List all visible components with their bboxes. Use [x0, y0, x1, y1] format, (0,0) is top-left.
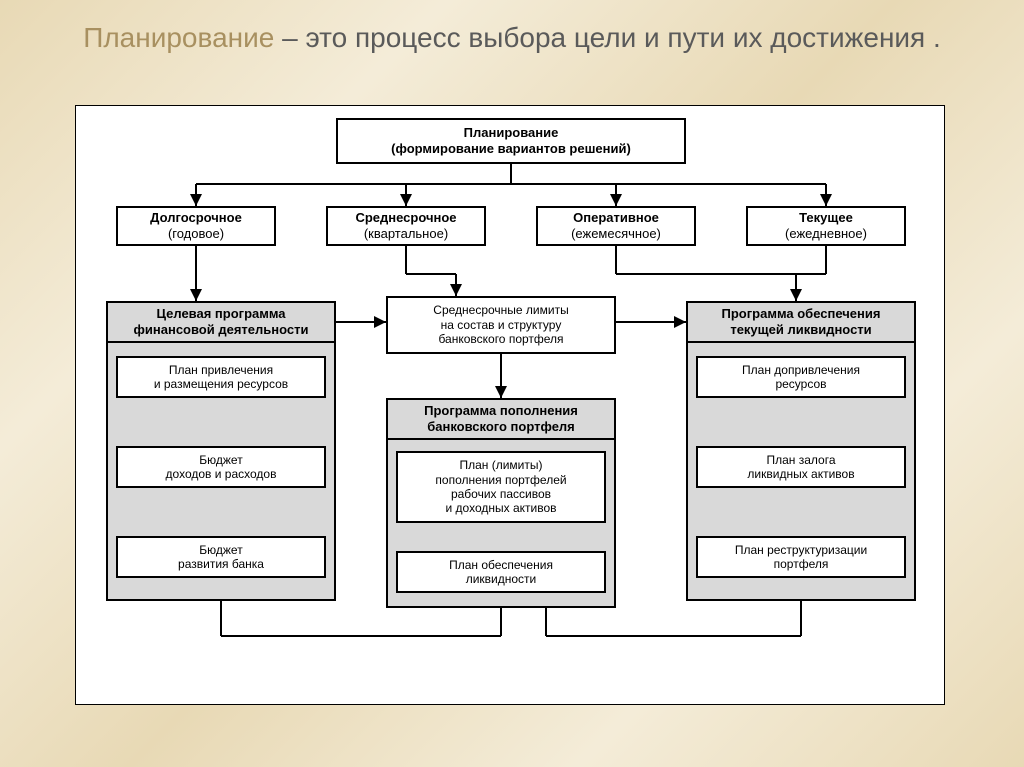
node-root-l2: (формирование вариантов решений)	[391, 141, 631, 157]
node-level1-b: Среднесрочное (квартальное)	[326, 206, 486, 246]
node-colC-r3: План реструктуризации портфеля	[696, 536, 906, 578]
colA-hdr-l2: финансовой деятельности	[134, 322, 309, 338]
page-title: Планирование – это процесс выбора цели и…	[0, 0, 1024, 66]
colA-r2-l2: доходов и расходов	[166, 467, 277, 481]
l1c-l1: Оперативное	[573, 210, 659, 226]
node-colA-r3: Бюджет развития банка	[116, 536, 326, 578]
colC-r3-l1: План реструктуризации	[735, 543, 867, 557]
colB-top-l3: банковского портфеля	[438, 332, 563, 346]
node-colA-r1: План привлечения и размещения ресурсов	[116, 356, 326, 398]
colC-r2-l1: План залога	[766, 453, 835, 467]
l1d-l2: (ежедневное)	[785, 226, 867, 242]
l1a-l1: Долгосрочное	[150, 210, 242, 226]
colB-top-l1: Среднесрочные лимиты	[433, 303, 568, 317]
title-rest: – это процесс выбора цели и пути их дост…	[274, 22, 940, 53]
colB-r1-l1: План (лимиты)	[459, 458, 542, 472]
l1b-l2: (квартальное)	[364, 226, 448, 242]
colA-hdr-l1: Целевая программа	[156, 306, 285, 322]
colC-r2-l2: ликвидных активов	[747, 467, 854, 481]
colB-r2-l2: ликвидности	[466, 572, 537, 586]
l1b-l1: Среднесрочное	[355, 210, 456, 226]
colC-r3-l2: портфеля	[774, 557, 829, 571]
node-colA-hdr: Целевая программа финансовой деятельност…	[106, 301, 336, 343]
colB-hdr-l2: банковского портфеля	[427, 419, 575, 435]
node-root: Планирование (формирование вариантов реш…	[336, 118, 686, 164]
l1d-l1: Текущее	[799, 210, 853, 226]
title-keyword: Планирование	[83, 22, 274, 53]
colC-r1-l1: План допривлечения	[742, 363, 860, 377]
diagram-frame: Планирование (формирование вариантов реш…	[75, 105, 945, 705]
colA-r2-l1: Бюджет	[199, 453, 242, 467]
colA-r1-l1: План привлечения	[169, 363, 273, 377]
node-level1-d: Текущее (ежедневное)	[746, 206, 906, 246]
node-colC-hdr: Программа обеспечения текущей ликвидност…	[686, 301, 916, 343]
colC-hdr-l2: текущей ликвидности	[730, 322, 871, 338]
l1a-l2: (годовое)	[168, 226, 224, 242]
node-colB-r2: План обеспечения ликвидности	[396, 551, 606, 593]
node-colB-top: Среднесрочные лимиты на состав и структу…	[386, 296, 616, 354]
node-root-l1: Планирование	[464, 125, 559, 141]
node-colB-r1: План (лимиты) пополнения портфелей рабоч…	[396, 451, 606, 523]
colB-hdr-l1: Программа пополнения	[424, 403, 578, 419]
colA-r3-l1: Бюджет	[199, 543, 242, 557]
node-level1-a: Долгосрочное (годовое)	[116, 206, 276, 246]
colB-r1-l2: пополнения портфелей	[435, 473, 566, 487]
colB-r1-l3: рабочих пассивов	[451, 487, 551, 501]
colC-hdr-l1: Программа обеспечения	[722, 306, 881, 322]
node-colB-hdr: Программа пополнения банковского портфел…	[386, 398, 616, 440]
colC-r1-l2: ресурсов	[775, 377, 826, 391]
colA-r3-l2: развития банка	[178, 557, 264, 571]
node-colC-r2: План залога ликвидных активов	[696, 446, 906, 488]
l1c-l2: (ежемесячное)	[571, 226, 661, 242]
node-colA-r2: Бюджет доходов и расходов	[116, 446, 326, 488]
colB-top-l2: на состав и структуру	[441, 318, 562, 332]
colB-r2-l1: План обеспечения	[449, 558, 553, 572]
colA-r1-l2: и размещения ресурсов	[154, 377, 288, 391]
node-level1-c: Оперативное (ежемесячное)	[536, 206, 696, 246]
node-colC-r1: План допривлечения ресурсов	[696, 356, 906, 398]
colB-r1-l4: и доходных активов	[446, 501, 557, 515]
